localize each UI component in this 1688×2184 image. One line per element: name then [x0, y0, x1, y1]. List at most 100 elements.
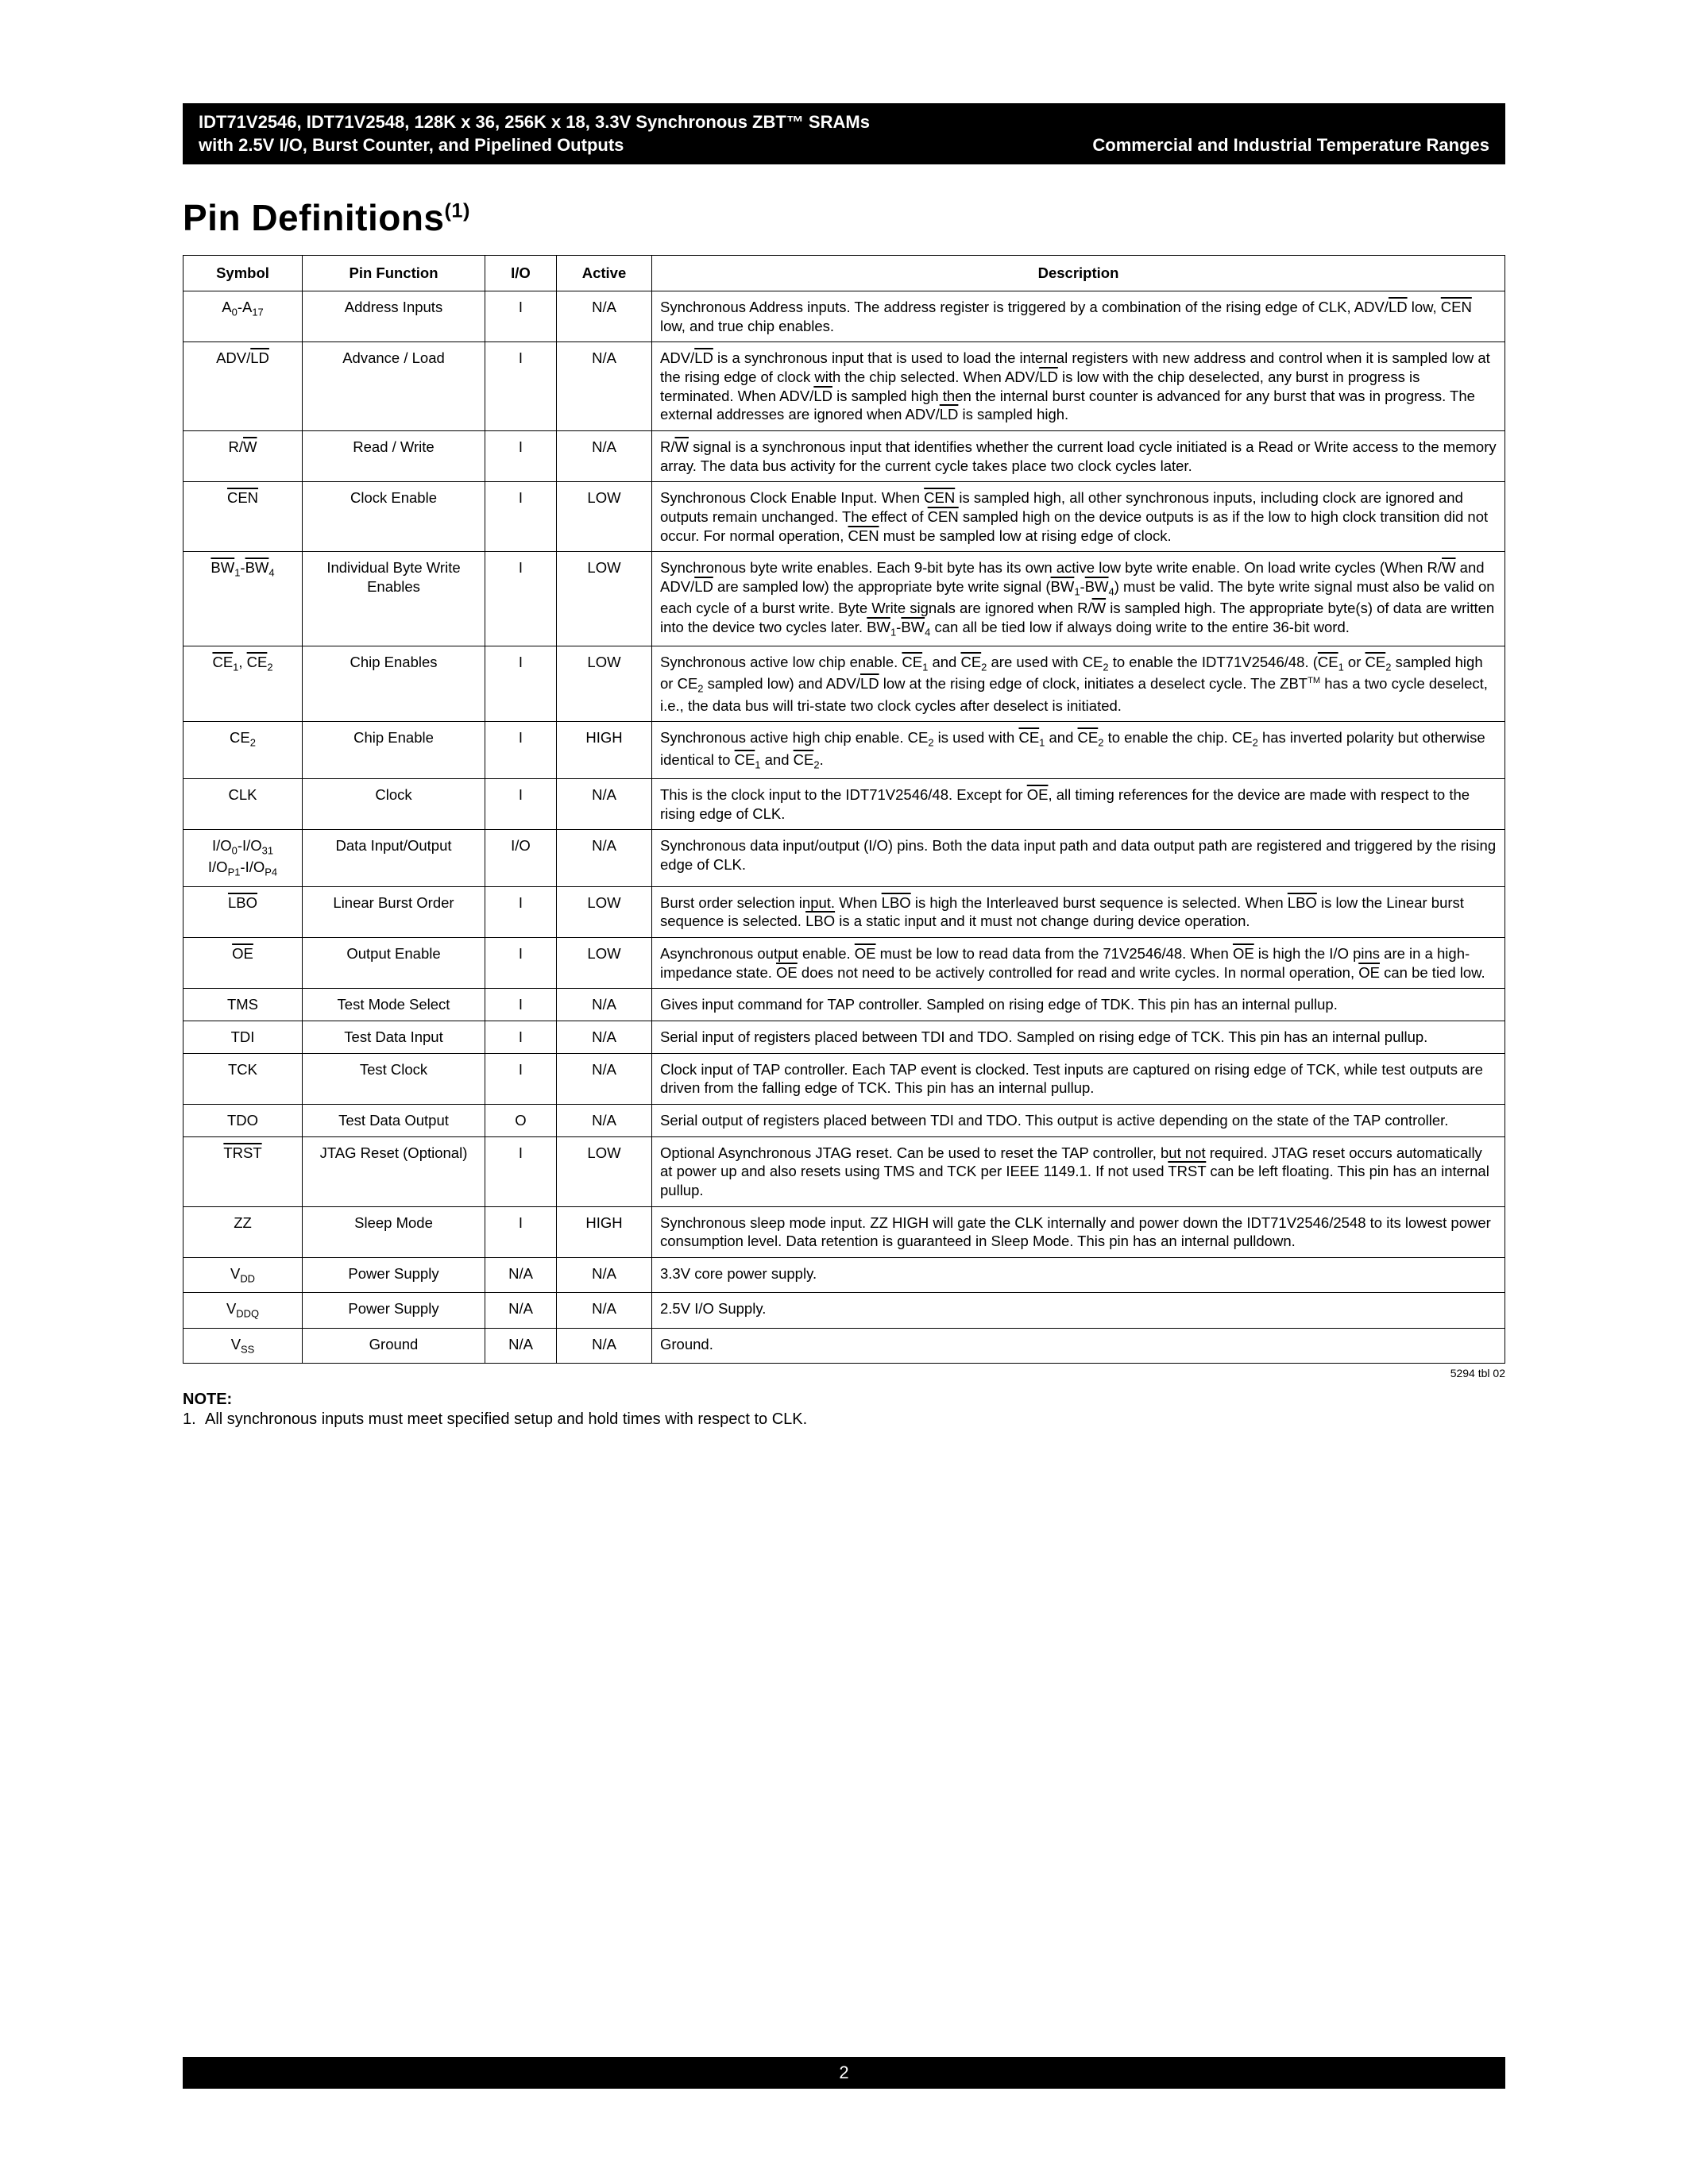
cell-symbol: I/O0-I/O31I/OP1-I/OP4 — [183, 830, 303, 887]
cell-io: O — [485, 1105, 557, 1137]
table-row: A0-A17Address InputsIN/ASynchronous Addr… — [183, 291, 1505, 341]
cell-description: Synchronous Address inputs. The address … — [652, 291, 1505, 341]
cell-active: N/A — [557, 291, 652, 341]
cell-description: 2.5V I/O Supply. — [652, 1293, 1505, 1328]
cell-active: N/A — [557, 1105, 652, 1137]
cell-function: Chip Enables — [303, 646, 485, 722]
cell-symbol: TDI — [183, 1021, 303, 1054]
cell-io: N/A — [485, 1293, 557, 1328]
col-description: Description — [652, 256, 1505, 291]
table-row: TRSTJTAG Reset (Optional)ILOWOptional As… — [183, 1136, 1505, 1206]
cell-function: Power Supply — [303, 1258, 485, 1293]
cell-symbol: ADV/LD — [183, 342, 303, 431]
cell-active: N/A — [557, 989, 652, 1021]
cell-symbol: CLK — [183, 778, 303, 829]
cell-symbol: OE — [183, 938, 303, 989]
cell-io: I — [485, 886, 557, 937]
table-header-row: Symbol Pin Function I/O Active Descripti… — [183, 256, 1505, 291]
table-row: CLKClockIN/AThis is the clock input to t… — [183, 778, 1505, 829]
cell-symbol: TMS — [183, 989, 303, 1021]
cell-symbol: LBO — [183, 886, 303, 937]
table-row: CE2Chip EnableIHIGHSynchronous active hi… — [183, 722, 1505, 779]
note-heading: NOTE: — [183, 1391, 1505, 1409]
cell-function: Test Data Output — [303, 1105, 485, 1137]
cell-function: Individual Byte Write Enables — [303, 552, 485, 646]
table-row: TMSTest Mode SelectIN/AGives input comma… — [183, 989, 1505, 1021]
cell-description: Synchronous active high chip enable. CE2… — [652, 722, 1505, 779]
cell-active: LOW — [557, 482, 652, 552]
table-row: TDITest Data InputIN/ASerial input of re… — [183, 1021, 1505, 1054]
section-title-sup: (1) — [445, 200, 470, 222]
cell-io: N/A — [485, 1258, 557, 1293]
cell-description: Clock input of TAP controller. Each TAP … — [652, 1053, 1505, 1104]
table-row: OEOutput EnableILOWAsynchronous output e… — [183, 938, 1505, 989]
cell-description: Serial output of registers placed betwee… — [652, 1105, 1505, 1137]
cell-function: Data Input/Output — [303, 830, 485, 887]
cell-active: LOW — [557, 886, 652, 937]
cell-description: Ground. — [652, 1328, 1505, 1363]
cell-description: Gives input command for TAP controller. … — [652, 989, 1505, 1021]
table-row: R/WRead / WriteIN/AR/W signal is a synch… — [183, 430, 1505, 481]
table-row: ZZSleep ModeIHIGHSynchronous sleep mode … — [183, 1206, 1505, 1257]
cell-symbol: CE2 — [183, 722, 303, 779]
table-row: CE1, CE2Chip EnablesILOWSynchronous acti… — [183, 646, 1505, 722]
cell-active: LOW — [557, 646, 652, 722]
cell-active: N/A — [557, 1293, 652, 1328]
cell-io: I/O — [485, 830, 557, 887]
cell-symbol: A0-A17 — [183, 291, 303, 341]
col-function: Pin Function — [303, 256, 485, 291]
table-row: VDDQPower SupplyN/AN/A2.5V I/O Supply. — [183, 1293, 1505, 1328]
cell-description: ADV/LD is a synchronous input that is us… — [652, 342, 1505, 431]
col-active: Active — [557, 256, 652, 291]
cell-function: Test Clock — [303, 1053, 485, 1104]
cell-symbol: R/W — [183, 430, 303, 481]
header-line2-right: Commercial and Industrial Temperature Ra… — [1092, 134, 1489, 157]
cell-description: Asynchronous output enable. OE must be l… — [652, 938, 1505, 989]
table-row: LBOLinear Burst OrderILOWBurst order sel… — [183, 886, 1505, 937]
cell-description: Synchronous byte write enables. Each 9-b… — [652, 552, 1505, 646]
header-line2-left: with 2.5V I/O, Burst Counter, and Pipeli… — [199, 134, 624, 157]
cell-io: I — [485, 291, 557, 341]
table-row: CENClock EnableILOWSynchronous Clock Ena… — [183, 482, 1505, 552]
cell-symbol: CEN — [183, 482, 303, 552]
cell-active: HIGH — [557, 1206, 652, 1257]
cell-description: Synchronous active low chip enable. CE1 … — [652, 646, 1505, 722]
cell-active: N/A — [557, 1053, 652, 1104]
note-body: 1.All synchronous inputs must meet speci… — [183, 1410, 1505, 1429]
cell-io: I — [485, 1136, 557, 1206]
cell-io: I — [485, 778, 557, 829]
table-row: VDDPower SupplyN/AN/A3.3V core power sup… — [183, 1258, 1505, 1293]
cell-io: I — [485, 1021, 557, 1054]
cell-function: Sleep Mode — [303, 1206, 485, 1257]
cell-description: This is the clock input to the IDT71V254… — [652, 778, 1505, 829]
table-id: 5294 tbl 02 — [183, 1367, 1505, 1379]
cell-function: Clock Enable — [303, 482, 485, 552]
section-title-text: Pin Definitions — [183, 197, 445, 238]
cell-symbol: TDO — [183, 1105, 303, 1137]
cell-symbol: ZZ — [183, 1206, 303, 1257]
cell-io: I — [485, 938, 557, 989]
cell-function: Output Enable — [303, 938, 485, 989]
cell-io: I — [485, 430, 557, 481]
cell-active: LOW — [557, 1136, 652, 1206]
cell-active: HIGH — [557, 722, 652, 779]
cell-symbol: VDDQ — [183, 1293, 303, 1328]
cell-function: Ground — [303, 1328, 485, 1363]
section-title: Pin Definitions(1) — [183, 196, 1505, 239]
cell-symbol: TCK — [183, 1053, 303, 1104]
cell-function: Chip Enable — [303, 722, 485, 779]
cell-active: N/A — [557, 1328, 652, 1363]
table-row: VSSGroundN/AN/AGround. — [183, 1328, 1505, 1363]
col-io: I/O — [485, 256, 557, 291]
datasheet-page: IDT71V2546, IDT71V2548, 128K x 36, 256K … — [0, 0, 1688, 2184]
cell-io: I — [485, 1206, 557, 1257]
cell-symbol: BW1-BW4 — [183, 552, 303, 646]
table-row: BW1-BW4Individual Byte Write EnablesILOW… — [183, 552, 1505, 646]
footer-bar: 2 — [183, 2057, 1505, 2089]
table-row: ADV/LDAdvance / LoadIN/AADV/LD is a sync… — [183, 342, 1505, 431]
table-row: TDOTest Data OutputON/ASerial output of … — [183, 1105, 1505, 1137]
cell-active: N/A — [557, 1021, 652, 1054]
cell-symbol: CE1, CE2 — [183, 646, 303, 722]
cell-active: N/A — [557, 830, 652, 887]
cell-description: Serial input of registers placed between… — [652, 1021, 1505, 1054]
